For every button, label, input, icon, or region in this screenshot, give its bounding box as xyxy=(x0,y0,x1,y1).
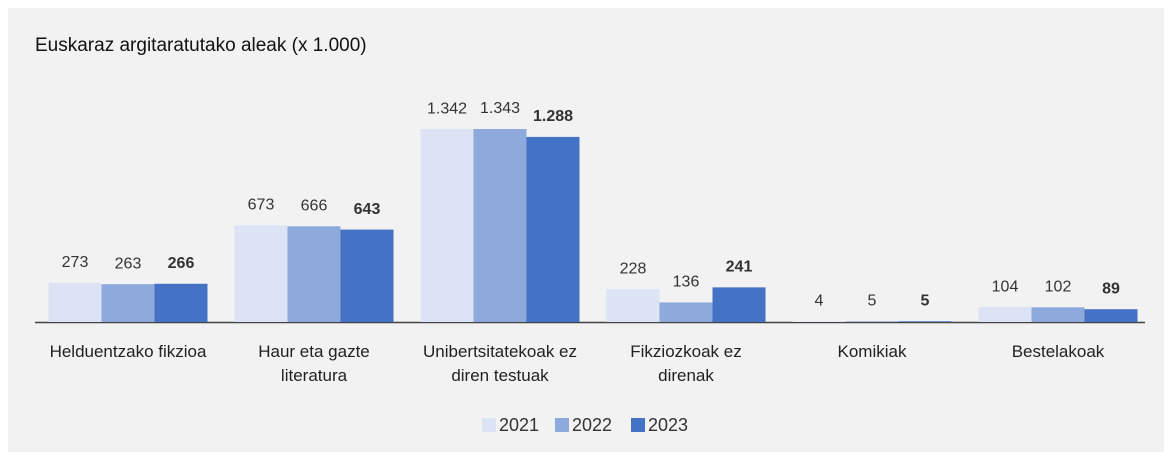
data-label: 643 xyxy=(354,201,381,218)
legend-swatch xyxy=(555,418,569,432)
x-tick-label: Unibertsitatekoak ez diren testuak xyxy=(422,342,578,385)
data-label: 136 xyxy=(673,274,700,291)
bar xyxy=(526,136,580,322)
bar xyxy=(340,229,394,322)
data-label: 263 xyxy=(115,255,142,272)
bar xyxy=(234,225,288,322)
data-label: 1.343 xyxy=(480,100,520,117)
bar xyxy=(473,129,527,322)
bar xyxy=(287,226,341,322)
legend-swatch xyxy=(631,418,645,432)
x-tick-label: Komikiak xyxy=(837,342,907,361)
x-tick-label: Bestelakoak xyxy=(1011,342,1105,361)
data-label: 1.342 xyxy=(427,100,467,117)
legend-swatch xyxy=(482,418,496,432)
bar xyxy=(1031,307,1085,322)
legend-label: 2022 xyxy=(572,415,612,435)
bar xyxy=(1084,309,1138,322)
bar xyxy=(101,284,155,322)
chart-title: Euskaraz argitaratutako aleak (x 1.000) xyxy=(35,35,367,56)
data-label: 104 xyxy=(992,278,1019,295)
bar xyxy=(898,321,952,322)
data-label: 266 xyxy=(168,255,195,272)
data-label: 666 xyxy=(301,198,328,215)
bar xyxy=(978,307,1032,322)
bar xyxy=(48,282,102,322)
data-label: 1.288 xyxy=(533,108,573,125)
data-label: 4 xyxy=(815,293,824,310)
data-label: 5 xyxy=(921,293,930,310)
data-label: 102 xyxy=(1045,279,1072,296)
bar xyxy=(792,321,846,322)
bar xyxy=(659,302,713,322)
bar xyxy=(845,321,899,322)
x-tick-label: Helduentzako fikzioa xyxy=(49,342,207,361)
data-label: 241 xyxy=(726,259,753,276)
data-label: 273 xyxy=(62,254,89,271)
legend-label: 2023 xyxy=(648,415,688,435)
bar xyxy=(712,287,766,322)
data-label: 228 xyxy=(620,260,647,277)
bar xyxy=(154,283,208,322)
bar xyxy=(606,289,660,322)
x-tick-label: Fikziozkoak ez direnak xyxy=(630,342,742,385)
bar xyxy=(420,129,474,322)
data-label: 5 xyxy=(868,293,877,310)
x-tick-label: Haur eta gazte literatura xyxy=(258,342,370,385)
legend-label: 2021 xyxy=(499,415,539,435)
chart-panel xyxy=(8,8,1164,452)
data-label: 89 xyxy=(1102,280,1120,297)
data-label: 673 xyxy=(248,197,275,214)
